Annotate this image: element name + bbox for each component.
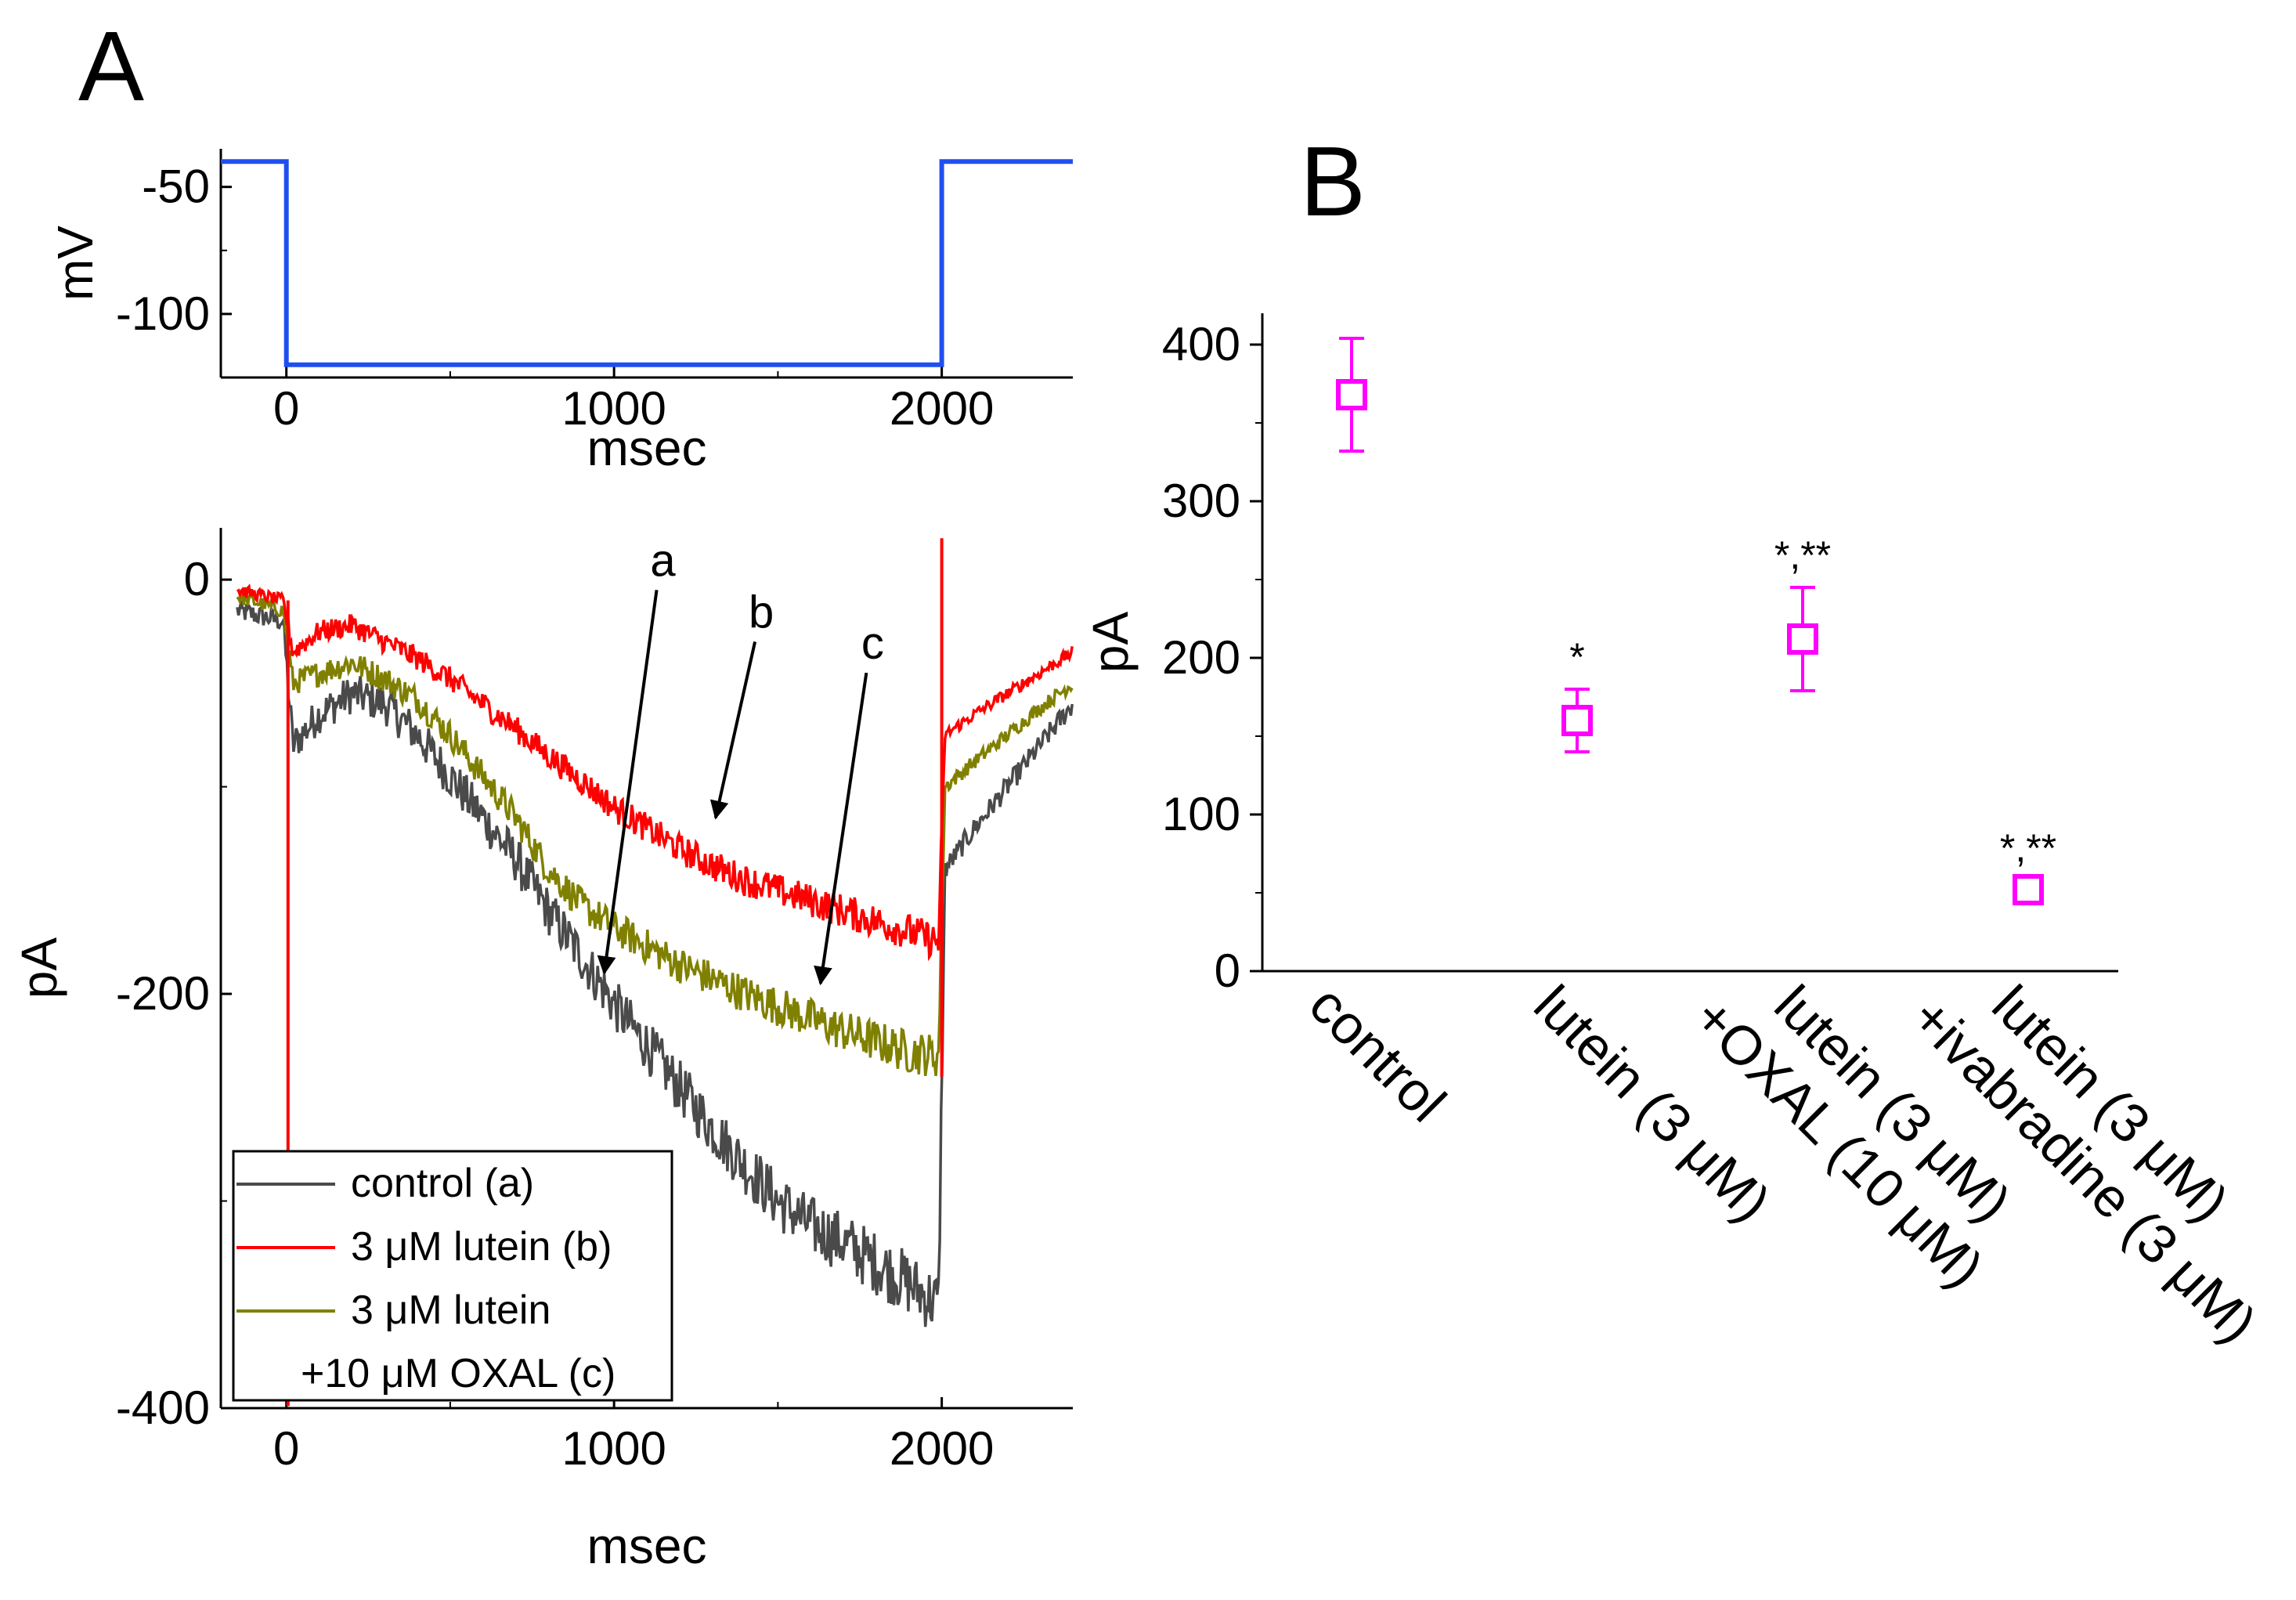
annotation-label: c	[861, 618, 884, 669]
annotation-arrow	[597, 590, 659, 975]
legend-box	[232, 1150, 673, 1402]
current-trace-plot: 0 1000 2000 0 -200 -400 msec pA a b c control (a) 3 …	[11, 528, 1074, 1574]
significance-label: *,**	[1774, 533, 1831, 577]
significance-label: *,**	[2000, 826, 2056, 870]
y-tick-label: 100	[1162, 788, 1240, 840]
current-trace	[236, 590, 1074, 1077]
data-point	[1787, 623, 1818, 655]
amplitude-summary-plot: 0 100 200 300 400 pA * *,** *,** control lutein (3…	[1082, 313, 2268, 1354]
panel-a-label: A	[78, 11, 144, 121]
voltage-protocol-plot: 0 1000 2000 -50 -100 msec mV	[47, 149, 1073, 476]
y-axis-title: pA	[1082, 612, 1139, 674]
x-axis-title: msec	[587, 1518, 707, 1574]
legend-entry: control (a)	[351, 1161, 534, 1206]
x-tick-label: 2000	[890, 382, 994, 435]
category-label: control	[1298, 973, 1457, 1133]
x-tick-label: 2000	[890, 1422, 994, 1475]
y-axis-title: mV	[47, 226, 103, 301]
data-point	[1336, 379, 1367, 410]
y-tick-label: 400	[1162, 318, 1240, 370]
y-tick-label: 0	[1215, 944, 1240, 997]
significance-label: *	[1569, 635, 1584, 679]
category-label-line: control	[1298, 973, 1457, 1133]
y-tick-label: -400	[116, 1381, 210, 1434]
legend-entry: 3 μM lutein	[351, 1288, 551, 1333]
legend-entry: +10 μM OXAL (c)	[301, 1351, 616, 1396]
current-trace	[236, 600, 1074, 1327]
x-tick-label: 1000	[561, 382, 666, 435]
x-tick-label: 0	[273, 1422, 299, 1475]
annotation-arrow	[709, 641, 757, 820]
current-trace	[236, 583, 1074, 962]
voltage-trace	[221, 159, 1073, 367]
annotation-arrow	[814, 672, 868, 986]
x-axis-title: msec	[587, 420, 707, 476]
x-tick-label: 0	[273, 382, 299, 435]
data-point	[1561, 705, 1593, 736]
y-tick-label: -100	[116, 287, 210, 340]
y-tick-label: -200	[116, 967, 210, 1020]
annotation-label: b	[749, 587, 774, 637]
y-tick-label: 300	[1162, 475, 1240, 527]
annotation-label: a	[650, 535, 676, 586]
panel-b-label: B	[1300, 126, 1366, 237]
legend-entry: 3 μM lutein (b)	[351, 1224, 612, 1270]
category-label: lutein (3 μM)+OXAL (10 μM)	[1682, 940, 2041, 1299]
data-point	[2013, 874, 2044, 905]
y-tick-label: 200	[1162, 631, 1240, 684]
y-axis-title: pA	[11, 937, 67, 999]
x-tick-label: 1000	[561, 1422, 666, 1475]
y-tick-label: -50	[142, 161, 210, 213]
y-tick-label: 0	[184, 553, 210, 605]
